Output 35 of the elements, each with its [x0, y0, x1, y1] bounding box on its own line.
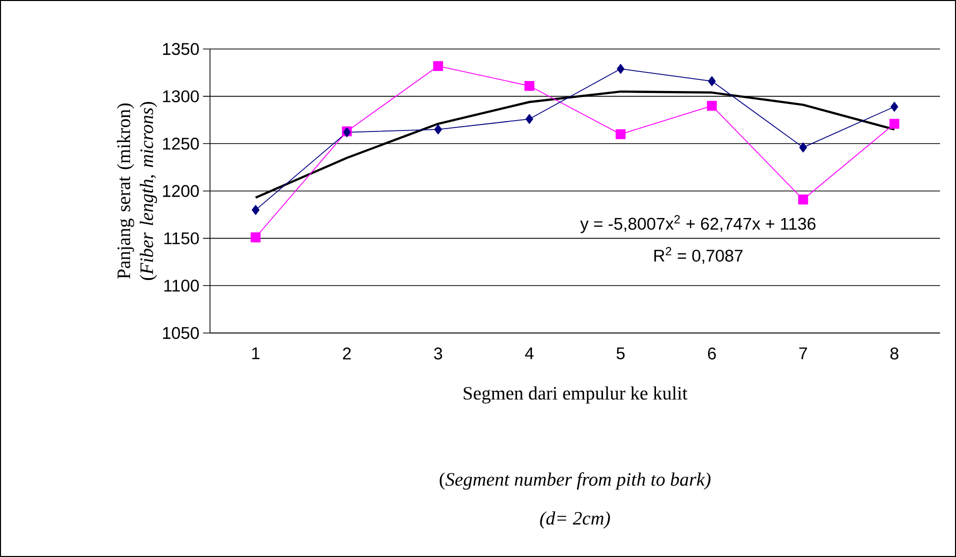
point [524, 80, 534, 91]
annotation: R$^{2}$ = 0,7087 [654, 247, 743, 264]
point [706, 100, 717, 111]
y-axis-title: Panjang serat (mikron) (Fiber length, microns) [116, 102, 157, 280]
point [890, 102, 898, 112]
x-tick-label: 5 [616, 348, 625, 360]
point [526, 114, 534, 124]
point [433, 61, 444, 71]
point [616, 64, 624, 74]
y-tick-label: 1350 [163, 42, 199, 55]
point [250, 232, 261, 242]
text: (Segment number from pith to bark) [440, 472, 710, 490]
x-tick-label: 8 [890, 348, 898, 360]
point [616, 129, 626, 140]
y-tick-label: 1150 [164, 232, 199, 244]
y-tick-label: 1200 [163, 184, 199, 197]
point [798, 194, 808, 204]
x-tick-label: 6 [708, 348, 716, 360]
y-tick-label: 1100 [164, 280, 199, 292]
point [434, 124, 442, 134]
y-tick-label: 1250 [163, 138, 199, 150]
x-axis-title: Segmen dari empulur ke kulit [464, 386, 688, 404]
point [708, 76, 716, 86]
annotation: y = -5,8007x$^{2}$ + 62,747x + 1136 [580, 215, 816, 234]
text: (d= 2cm) [540, 511, 610, 529]
y-tick-label: 1050 [163, 326, 199, 339]
x-tick-label: 7 [799, 348, 807, 360]
point [252, 204, 260, 215]
point [889, 118, 900, 129]
y-tick-label: 1300 [163, 90, 199, 102]
x-tick-label: 4 [525, 348, 534, 360]
x-tick-label: 1 [252, 348, 260, 360]
point [799, 142, 807, 152]
x-tick-label: 2 [343, 348, 351, 360]
x-tick-label: 3 [434, 348, 442, 360]
